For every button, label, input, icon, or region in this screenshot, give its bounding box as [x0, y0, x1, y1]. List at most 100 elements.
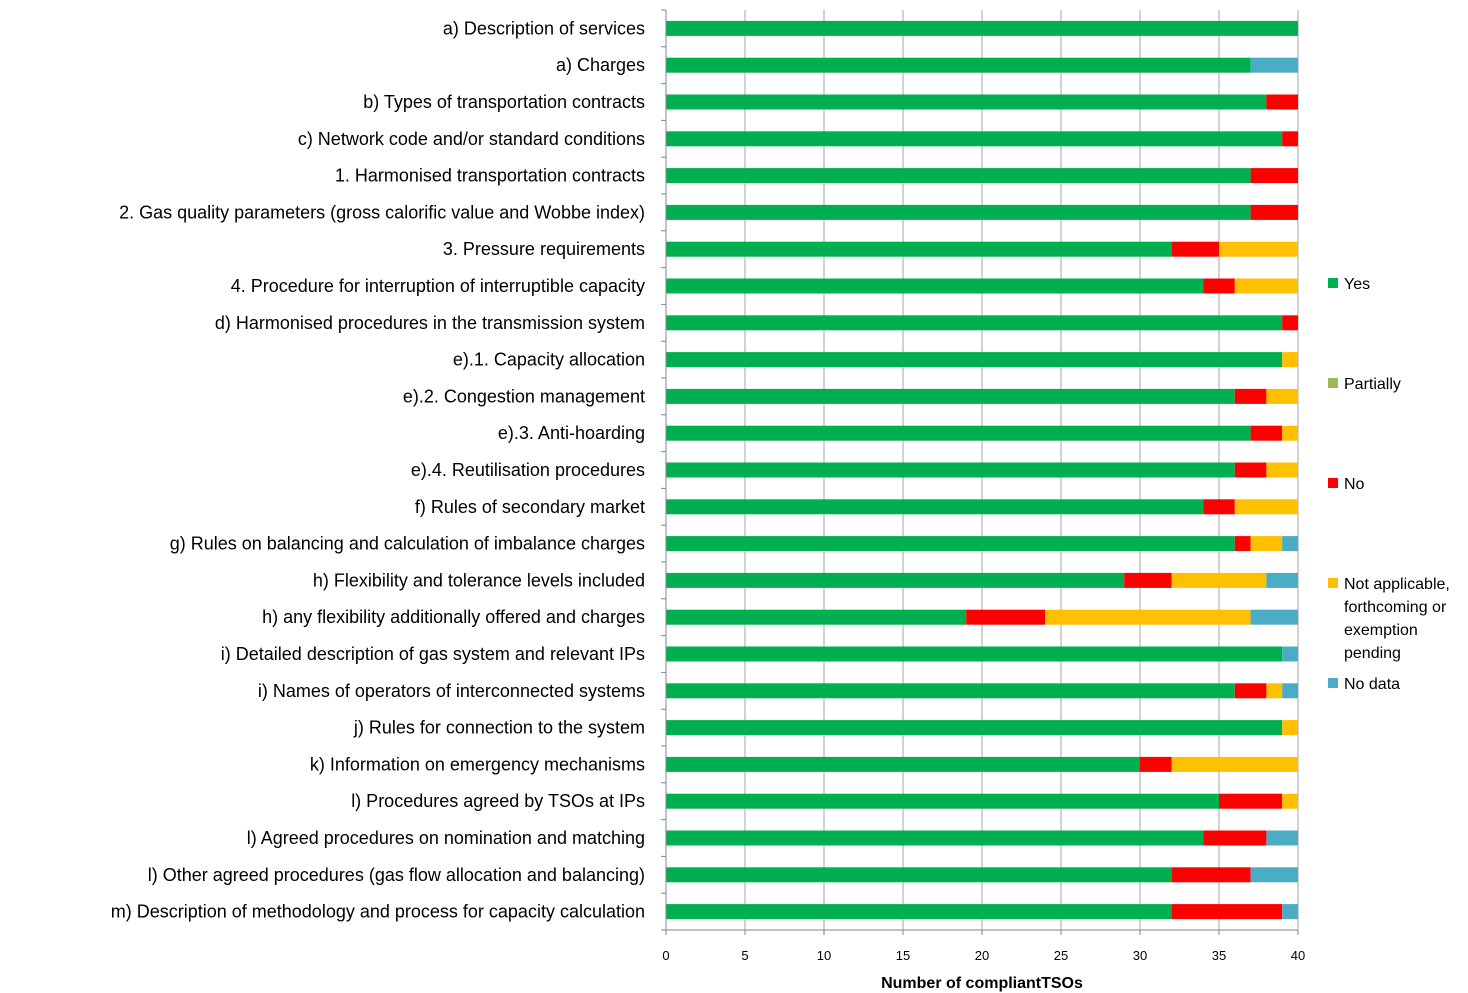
bar-21-not-applicable-forthcoming-or-exemption-pending [1282, 793, 1298, 809]
x-tick-label-3: 15 [896, 948, 910, 963]
bar-18-no-data [1282, 683, 1298, 699]
category-label-7: 4. Procedure for interruption of interru… [231, 276, 645, 296]
bar-13-not-applicable-forthcoming-or-exemption-pending [1234, 499, 1298, 515]
legend-label-0: Yes [1344, 276, 1370, 293]
bar-4-no [1250, 168, 1298, 184]
bar-23-no [1171, 867, 1251, 883]
bar-18-yes [666, 683, 1235, 699]
bar-23-yes [666, 867, 1172, 883]
x-axis-title: Number of compliantTSOs [881, 975, 1083, 992]
bar-23-no-data [1250, 867, 1298, 883]
bar-2-yes [666, 94, 1267, 110]
category-label-3: c) Network code and/or standard conditio… [298, 129, 645, 149]
x-tick-label-2: 10 [817, 948, 831, 963]
bar-6-not-applicable-forthcoming-or-exemption-pending [1219, 241, 1298, 257]
bar-11-no [1250, 425, 1283, 441]
bar-15-no [1124, 572, 1172, 588]
bar-10-no [1234, 388, 1267, 404]
bar-19-yes [666, 720, 1283, 736]
category-label-20: k) Information on emergency mechanisms [310, 754, 645, 774]
bar-12-yes [666, 462, 1235, 478]
category-labels: a) Description of services a) Charges b) T… [111, 18, 645, 921]
bar-10-not-applicable-forthcoming-or-exemption-pending [1266, 388, 1298, 404]
category-label-11: e).3. Anti-hoarding [498, 423, 645, 443]
bar-22-no-data [1266, 830, 1298, 846]
bar-18-not-applicable-forthcoming-or-exemption-pending [1266, 683, 1283, 699]
bar-7-not-applicable-forthcoming-or-exemption-pending [1234, 278, 1298, 294]
category-label-23: l) Other agreed procedures (gas flow all… [148, 865, 645, 885]
x-tick-label-1: 5 [741, 948, 748, 963]
bar-20-yes [666, 756, 1140, 772]
bar-12-not-applicable-forthcoming-or-exemption-pending [1266, 462, 1298, 478]
bar-8-yes [666, 315, 1283, 331]
x-tick-label-0: 0 [662, 948, 669, 963]
bar-14-not-applicable-forthcoming-or-exemption-pending [1250, 536, 1283, 552]
category-label-17: i) Detailed description of gas system an… [221, 644, 645, 664]
bar-24-yes [666, 904, 1172, 920]
bar-20-no [1140, 756, 1172, 772]
x-tick-label-4: 20 [975, 948, 989, 963]
bar-2-no [1266, 94, 1298, 110]
bar-17-yes [666, 646, 1283, 662]
x-tick-labels: 0 5 10 15 20 25 30 35 40 [662, 948, 1305, 963]
bar-24-no-data [1282, 904, 1298, 920]
bar-1-no-data [1250, 57, 1298, 73]
bar-5-no [1250, 204, 1298, 220]
bar-13-yes [666, 499, 1204, 515]
bar-5-yes [666, 204, 1251, 220]
legend-swatch-1 [1328, 378, 1338, 388]
bar-15-not-applicable-forthcoming-or-exemption-pending [1171, 572, 1267, 588]
bar-9-not-applicable-forthcoming-or-exemption-pending [1282, 352, 1298, 368]
legend-swatch-4 [1328, 678, 1338, 688]
bar-21-yes [666, 793, 1219, 809]
category-label-24: m) Description of methodology and proces… [111, 902, 645, 922]
category-label-19: j) Rules for connection to the system [353, 718, 645, 738]
bar-24-no [1171, 904, 1283, 920]
bar-11-yes [666, 425, 1251, 441]
bar-13-no [1203, 499, 1235, 515]
bar-8-no [1282, 315, 1298, 331]
bar-14-no [1234, 536, 1251, 552]
legend-swatch-0 [1328, 278, 1338, 288]
bar-7-no [1203, 278, 1235, 294]
bar-3-no [1282, 131, 1298, 147]
bar-6-yes [666, 241, 1172, 257]
bar-7-yes [666, 278, 1204, 294]
bar-16-no-data [1250, 609, 1298, 625]
category-label-6: 3. Pressure requirements [443, 239, 645, 259]
category-label-0: a) Description of services [443, 18, 645, 38]
bar-12-no [1234, 462, 1267, 478]
category-label-1: a) Charges [556, 55, 645, 75]
x-tick-label-7: 35 [1212, 948, 1226, 963]
bar-18-no [1234, 683, 1267, 699]
category-label-9: e).1. Capacity allocation [453, 350, 645, 370]
category-label-4: 1. Harmonised transportation contracts [335, 166, 645, 186]
bar-22-yes [666, 830, 1204, 846]
bar-1-yes [666, 57, 1251, 73]
category-label-14: g) Rules on balancing and calculation of… [170, 534, 645, 554]
bar-16-yes [666, 609, 967, 625]
legend-label-4: No data [1344, 676, 1400, 693]
category-label-2: b) Types of transportation contracts [363, 92, 645, 112]
bar-21-no [1219, 793, 1283, 809]
category-label-15: h) Flexibility and tolerance levels incl… [313, 570, 645, 590]
legend-swatch-2 [1328, 478, 1338, 488]
bar-6-no [1171, 241, 1219, 257]
bar-15-no-data [1266, 572, 1298, 588]
bar-15-yes [666, 572, 1125, 588]
bar-22-no [1203, 830, 1267, 846]
bar-17-no-data [1282, 646, 1298, 662]
legend-label-2: No [1344, 476, 1365, 493]
x-tick-label-5: 25 [1054, 948, 1068, 963]
category-label-12: e).4. Reutilisation procedures [411, 460, 645, 480]
bar-0-yes [666, 20, 1298, 36]
legend-label-1: Partially [1344, 376, 1401, 393]
category-label-5: 2. Gas quality parameters (gross calorif… [119, 202, 645, 222]
axes [661, 9, 1299, 935]
bar-3-yes [666, 131, 1283, 147]
legend-label-3: Not applicable, forthcoming or exemption pe… [1344, 576, 1450, 662]
bars [666, 20, 1298, 920]
x-tick-label-6: 30 [1133, 948, 1147, 963]
x-tick-label-8: 40 [1291, 948, 1305, 963]
